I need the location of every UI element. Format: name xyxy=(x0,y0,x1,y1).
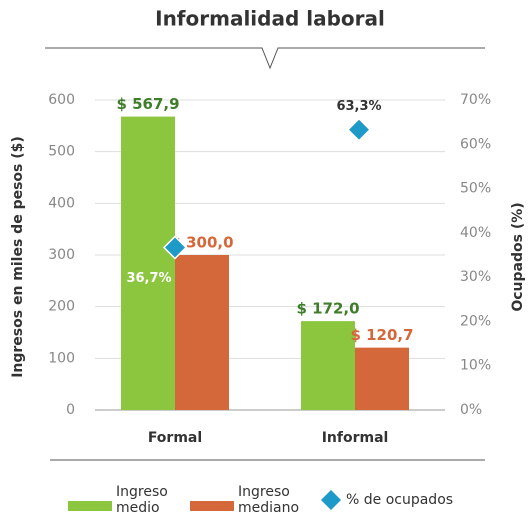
y2-tick-label: 50% xyxy=(460,181,491,197)
bar xyxy=(301,321,355,410)
y2-tick-label: 10% xyxy=(460,358,491,374)
marker xyxy=(346,117,372,142)
bar xyxy=(355,347,409,410)
legend-marker xyxy=(321,490,341,510)
x-tick-label: Formal xyxy=(148,430,202,446)
legend-label: Ingreso mediano xyxy=(238,484,299,516)
y-tick-label: 0 xyxy=(66,402,75,418)
legend-label: % de ocupados xyxy=(346,492,453,508)
marker-label: 63,3% xyxy=(336,99,381,114)
y2-tick-label: 60% xyxy=(460,136,491,152)
data-label: $ 172,0 xyxy=(296,300,359,318)
y2-axis-label: Ocupados (%) xyxy=(510,202,526,311)
y-tick-label: 300 xyxy=(48,247,75,263)
y2-tick-label: 20% xyxy=(460,313,491,329)
data-label: $ 567,9 xyxy=(116,95,179,113)
y-tick-label: 100 xyxy=(48,350,75,366)
legend-swatch xyxy=(190,501,234,511)
y2-tick-label: 0% xyxy=(460,402,482,418)
title-rule xyxy=(45,47,485,70)
y2-tick-label: 70% xyxy=(460,92,491,108)
legend-swatch xyxy=(68,501,112,511)
y-tick-label: 200 xyxy=(48,299,75,315)
y2-tick-label: 30% xyxy=(460,269,491,285)
y-axis-label: Ingresos en miles de pesos ($) xyxy=(10,136,26,378)
y-tick-label: 400 xyxy=(48,195,75,211)
data-label: $ 120,7 xyxy=(350,326,413,344)
chart-title: Informalidad laboral xyxy=(155,7,385,31)
y-tick-label: 500 xyxy=(48,144,75,160)
bar xyxy=(175,255,229,410)
bar xyxy=(121,116,175,411)
y2-tick-label: 40% xyxy=(460,225,491,241)
marker xyxy=(162,235,188,260)
x-tick-label: Informal xyxy=(322,430,389,446)
y-tick-label: 600 xyxy=(48,92,75,108)
legend-label: Ingreso medio xyxy=(116,484,168,516)
marker-label: 36,7% xyxy=(126,271,171,286)
